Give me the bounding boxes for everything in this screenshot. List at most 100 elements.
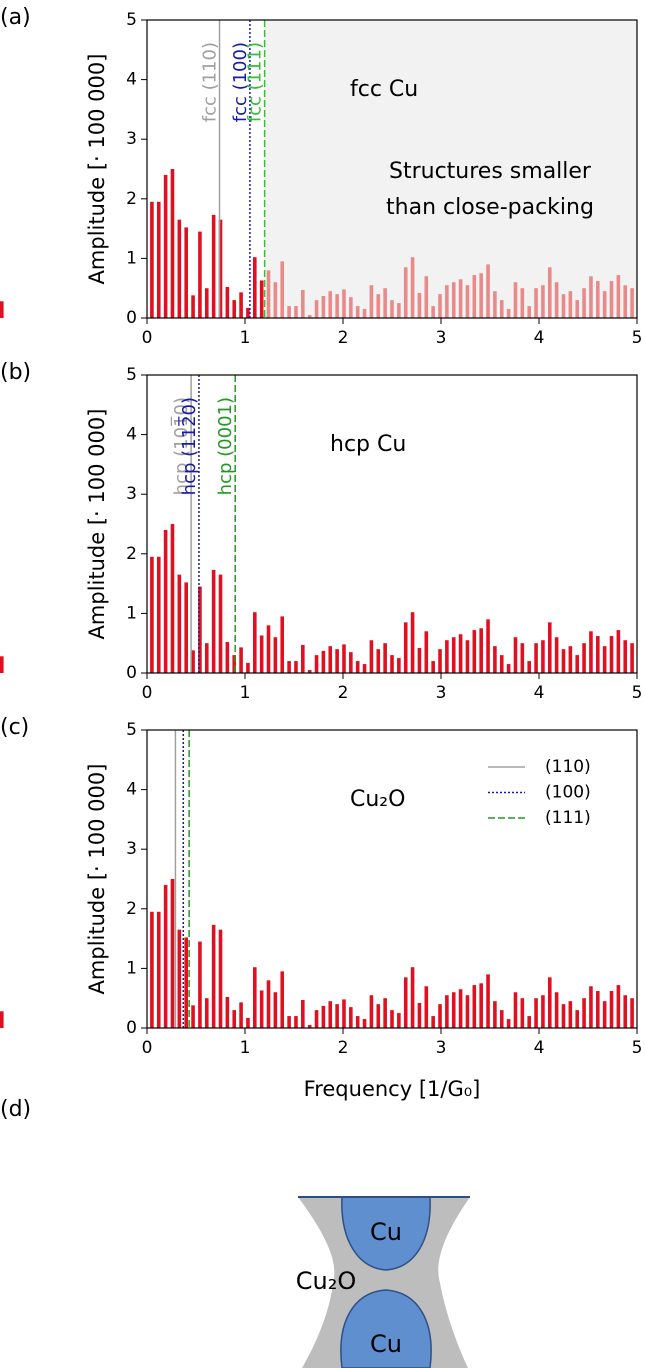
bar xyxy=(184,937,188,1028)
bar xyxy=(547,267,552,318)
panel-label: (c) xyxy=(0,715,29,740)
bar xyxy=(431,306,435,318)
x-tick-label: 4 xyxy=(534,328,545,348)
bar xyxy=(150,911,154,1028)
bar xyxy=(417,292,422,318)
bar xyxy=(479,628,483,673)
bar xyxy=(431,661,435,673)
y-tick-label: 4 xyxy=(126,780,137,800)
bar xyxy=(239,647,243,673)
x-tick-label: 2 xyxy=(338,683,349,703)
x-tick-label: 5 xyxy=(632,1038,643,1058)
bar xyxy=(602,646,607,673)
bar xyxy=(280,971,285,1028)
bar xyxy=(383,643,387,673)
bar xyxy=(493,1001,497,1028)
bar xyxy=(253,612,257,673)
bar xyxy=(499,655,504,673)
bar xyxy=(506,1019,511,1028)
bar xyxy=(403,267,408,318)
bar xyxy=(596,281,600,318)
bar xyxy=(150,201,154,318)
bar xyxy=(287,306,291,318)
bar xyxy=(383,998,387,1028)
y-tick-label: 3 xyxy=(126,129,137,149)
bar xyxy=(630,288,634,318)
bar xyxy=(163,529,168,673)
x-tick-label: 4 xyxy=(534,1038,545,1058)
y-axis-label: Amplitude [· 100 000] xyxy=(85,764,109,995)
bar xyxy=(493,646,497,673)
y-tick-label: 0 xyxy=(126,1018,137,1038)
bar xyxy=(445,285,449,318)
bar xyxy=(314,655,319,673)
bar xyxy=(211,569,216,673)
bar xyxy=(170,524,175,673)
y-tick-label: 1 xyxy=(126,248,137,268)
y-tick-label: 2 xyxy=(126,544,137,564)
bar xyxy=(294,1016,298,1028)
reference-label: fcc (111) xyxy=(245,42,266,122)
bar xyxy=(156,201,161,318)
y-tick-label: 5 xyxy=(126,720,137,740)
bar xyxy=(438,649,442,673)
plot-frame xyxy=(146,19,638,319)
bar xyxy=(273,637,278,673)
bar xyxy=(520,998,525,1028)
bar xyxy=(520,643,525,673)
reference-label: hcp (0001) xyxy=(215,397,236,495)
bar xyxy=(273,282,278,318)
bar xyxy=(211,214,216,318)
bar xyxy=(458,279,463,318)
bar xyxy=(218,574,223,673)
bar xyxy=(575,1010,580,1028)
bar xyxy=(410,257,415,318)
bar xyxy=(294,661,298,673)
bar xyxy=(561,649,566,673)
bar xyxy=(472,630,477,673)
bar xyxy=(301,289,305,318)
y-tick-label: 2 xyxy=(126,189,137,209)
bar xyxy=(534,643,538,673)
bar xyxy=(431,1016,435,1028)
diagram-label: Cu₂O xyxy=(296,1267,356,1295)
bar xyxy=(150,556,154,673)
bar xyxy=(177,929,182,1028)
bar xyxy=(390,300,394,318)
bar xyxy=(445,640,449,673)
x-tick-label: 2 xyxy=(338,1038,349,1058)
bar xyxy=(239,292,243,318)
bar xyxy=(438,294,442,318)
diagram-label: Cu xyxy=(370,1218,402,1246)
bar xyxy=(376,294,381,318)
bar xyxy=(163,174,168,318)
bar xyxy=(630,998,634,1028)
bar xyxy=(554,637,559,673)
bar xyxy=(218,219,223,318)
bar xyxy=(582,288,586,318)
bar xyxy=(589,986,593,1028)
bar xyxy=(465,285,470,318)
bar xyxy=(403,622,408,673)
y-tick-label: 3 xyxy=(126,484,137,504)
bar xyxy=(218,929,223,1028)
bar xyxy=(355,661,360,673)
bar xyxy=(369,995,374,1028)
bar xyxy=(520,288,525,318)
reference-label: fcc (110) xyxy=(200,42,221,122)
y-axis-label: Amplitude [· 100 000] xyxy=(85,54,109,285)
x-tick-label: 1 xyxy=(240,1038,251,1058)
bar xyxy=(397,1013,401,1028)
region-label: Structures smaller xyxy=(389,159,592,184)
bar xyxy=(369,285,374,318)
bar xyxy=(451,637,456,673)
bar xyxy=(301,999,305,1028)
annotation: fcc Cu xyxy=(350,77,418,102)
bar xyxy=(390,655,394,673)
bar xyxy=(417,1002,422,1028)
bar xyxy=(253,967,257,1028)
bar xyxy=(424,276,429,318)
bar xyxy=(349,1007,353,1028)
bar xyxy=(170,879,175,1028)
